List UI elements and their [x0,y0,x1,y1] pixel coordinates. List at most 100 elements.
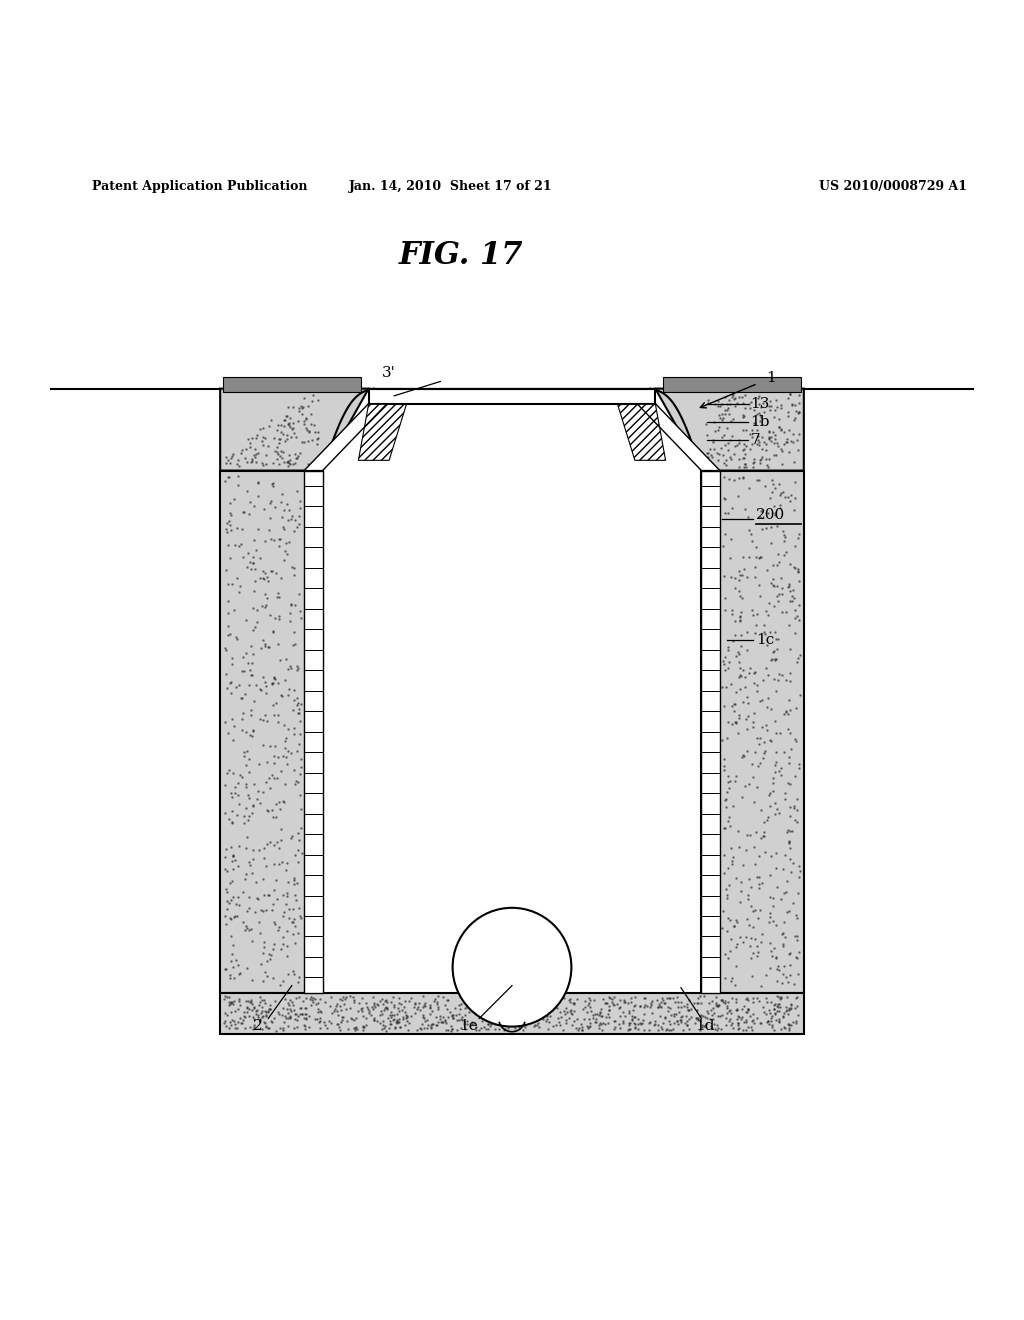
Point [250,780,266,801]
Point [479,985,496,1006]
Point [779,387,796,408]
Point [246,1008,262,1030]
Point [270,672,287,693]
Point [274,851,291,873]
Point [602,987,618,1008]
Point [298,408,314,429]
Point [230,964,247,985]
Point [285,396,301,417]
Point [758,440,774,461]
Point [259,834,275,855]
Point [731,570,748,591]
Point [382,1005,398,1026]
Point [757,624,773,645]
Point [218,879,234,900]
Point [697,1014,714,1035]
Point [721,1001,737,1022]
Point [221,492,238,513]
Point [435,1006,452,1027]
Point [713,437,729,458]
Point [398,1010,415,1031]
Point [720,908,736,929]
Point [719,781,735,803]
Point [219,467,236,488]
Point [397,1002,414,1023]
Point [246,529,262,550]
Point [742,896,759,917]
Point [351,993,368,1014]
Point [636,1020,652,1041]
Point [250,1007,266,1028]
Point [266,744,283,766]
Point [630,1018,646,1039]
Point [670,997,686,1018]
Point [428,994,444,1015]
Point [713,990,729,1011]
Point [300,430,316,451]
Point [713,1018,729,1039]
Point [566,994,583,1015]
Point [730,651,746,672]
Point [300,454,316,475]
Point [762,1002,778,1023]
Point [255,869,271,890]
Point [490,1018,507,1039]
Point [788,995,805,1016]
Point [309,1008,326,1030]
Point [224,729,241,750]
Point [739,999,756,1020]
Point [225,859,242,880]
Point [216,846,232,867]
Point [752,867,768,888]
Point [373,1001,389,1022]
Point [453,1018,469,1039]
Point [281,907,297,928]
Point [347,1019,364,1040]
Point [258,675,274,696]
Point [716,843,732,865]
Point [566,1010,583,1031]
Point [775,858,792,879]
Point [791,866,807,887]
Point [527,1015,544,1036]
Point [504,1014,520,1035]
Point [712,407,728,428]
Point [791,855,807,876]
Point [415,986,431,1007]
Point [577,990,593,1011]
Point [332,995,348,1016]
Point [766,640,782,661]
Point [703,990,720,1011]
Point [791,523,807,544]
Point [255,734,271,755]
Point [266,767,283,788]
Point [507,993,523,1014]
Point [763,430,779,451]
Text: 200: 200 [756,508,785,521]
Point [366,993,382,1014]
Point [229,906,246,927]
Point [699,392,716,413]
Point [394,1006,411,1027]
Point [565,993,582,1014]
Point [711,444,727,465]
Point [227,906,244,927]
Point [243,705,259,726]
Point [739,639,756,660]
Point [268,441,285,462]
Point [767,425,783,446]
Point [636,997,652,1018]
Point [429,1015,445,1036]
Point [217,906,233,927]
Point [719,502,735,523]
Point [775,923,792,944]
Point [377,997,393,1018]
Point [749,866,765,887]
Point [719,399,735,420]
Point [767,504,783,525]
Point [217,958,233,979]
Point [779,820,796,841]
Point [260,436,276,457]
Point [710,1005,726,1026]
Point [257,635,273,656]
